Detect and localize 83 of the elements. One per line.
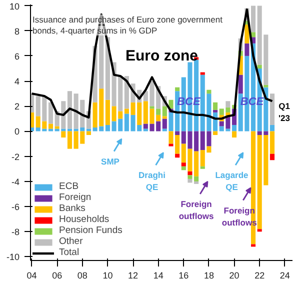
bar bbox=[213, 131, 218, 136]
bar bbox=[162, 106, 167, 116]
y-tick-label: 2 bbox=[14, 102, 20, 112]
bar bbox=[200, 166, 205, 169]
bar bbox=[213, 110, 218, 112]
y-tick-label: 6 bbox=[14, 51, 20, 62]
bar bbox=[48, 128, 54, 132]
y-tick-label: 4 bbox=[14, 76, 20, 87]
bar bbox=[61, 131, 66, 138]
annotation: SMP bbox=[101, 156, 120, 166]
bar bbox=[250, 6, 256, 32]
x-tick-label: 16 bbox=[178, 270, 189, 280]
bar bbox=[181, 166, 186, 170]
y-tick-label: 0 bbox=[14, 126, 20, 137]
bar bbox=[86, 131, 91, 136]
x-tick-label: 24 bbox=[280, 270, 290, 280]
x-tick-label: 06 bbox=[52, 270, 62, 280]
bar bbox=[162, 118, 167, 129]
text: Euro zone bbox=[126, 48, 198, 64]
x-tick-label: 20 bbox=[229, 270, 240, 280]
x-tick-label: 12 bbox=[128, 270, 138, 280]
x-tick-label: 10 bbox=[102, 270, 113, 280]
bar bbox=[162, 116, 167, 119]
bar bbox=[270, 124, 275, 132]
bar bbox=[181, 162, 186, 166]
y-tick-label: -4 bbox=[12, 176, 20, 187]
bar bbox=[150, 106, 154, 109]
bar bbox=[213, 102, 218, 110]
bar bbox=[257, 229, 262, 232]
bar bbox=[232, 124, 237, 132]
bar bbox=[67, 128, 72, 132]
bar bbox=[48, 124, 54, 129]
legend-label: Households bbox=[59, 214, 110, 225]
bar bbox=[270, 131, 275, 154]
x-tick-label: 08 bbox=[77, 270, 88, 280]
bar bbox=[270, 154, 275, 160]
y-tick-label: -2 bbox=[12, 152, 20, 162]
bar bbox=[156, 108, 161, 115]
bar bbox=[206, 90, 212, 94]
bar bbox=[175, 87, 180, 92]
bar bbox=[67, 131, 72, 149]
bar bbox=[105, 100, 110, 125]
annotation: Lagarde QE bbox=[215, 170, 249, 192]
y-tick-label: 8 bbox=[14, 26, 20, 36]
bar bbox=[257, 64, 262, 68]
annotation: Q1 '23 bbox=[278, 101, 290, 124]
legend-label: Foreign bbox=[59, 192, 92, 203]
bar bbox=[175, 154, 180, 158]
bar bbox=[143, 128, 148, 132]
bar bbox=[168, 144, 174, 146]
bar bbox=[188, 171, 192, 176]
bar bbox=[48, 102, 54, 124]
bar bbox=[232, 131, 237, 138]
y-tick-label: -6 bbox=[12, 202, 20, 212]
text: Issuance and purchases of Euro zone government bonds, 4-quarter sums in % GDP bbox=[32, 14, 224, 36]
bar bbox=[168, 100, 174, 109]
bar bbox=[250, 244, 256, 247]
y-tick-label: 10 bbox=[9, 1, 20, 12]
bar bbox=[105, 124, 110, 132]
legend-label: ECB bbox=[59, 181, 79, 192]
bar bbox=[200, 72, 205, 75]
bar bbox=[244, 24, 250, 44]
y-tick-label: -10 bbox=[6, 252, 20, 262]
bar bbox=[244, 43, 250, 56]
legend-label: Pension Funds bbox=[59, 225, 122, 236]
legend-label: Other bbox=[59, 236, 83, 247]
bar bbox=[226, 101, 230, 108]
bar bbox=[270, 94, 275, 125]
bar bbox=[54, 126, 60, 129]
bar bbox=[175, 131, 180, 136]
x-tick-label: 18 bbox=[204, 270, 214, 280]
x-tick-label: 22 bbox=[254, 270, 265, 280]
bar bbox=[67, 91, 72, 129]
legend-label: Total bbox=[59, 247, 80, 258]
x-tick-label: 14 bbox=[153, 270, 164, 280]
legend-label: Banks bbox=[59, 203, 86, 214]
x-tick-label: 04 bbox=[26, 270, 37, 280]
y-tick-label: -8 bbox=[12, 227, 20, 238]
annotation: Foreign outflows bbox=[178, 199, 214, 222]
bar bbox=[238, 74, 243, 94]
bar bbox=[264, 84, 268, 88]
annotation: Draghi QE bbox=[138, 170, 166, 192]
bar bbox=[86, 128, 91, 132]
